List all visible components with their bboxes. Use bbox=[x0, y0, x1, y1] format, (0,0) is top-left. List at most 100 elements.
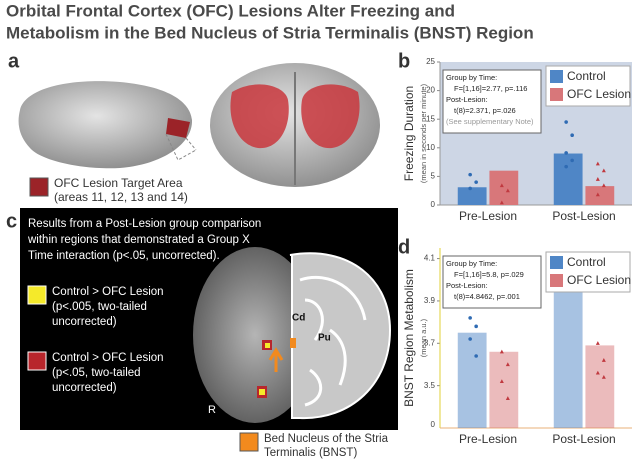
legend-swatch bbox=[550, 274, 563, 287]
bar bbox=[553, 153, 583, 205]
bar bbox=[457, 187, 487, 205]
legend-label: (p<.005, two-tailed bbox=[52, 301, 147, 313]
data-point bbox=[474, 324, 478, 329]
data-point bbox=[505, 188, 510, 193]
annotation-text: t(8)=4.8462, p=.001 bbox=[454, 292, 520, 301]
data-point bbox=[499, 349, 504, 354]
legend-label: Control bbox=[567, 69, 606, 83]
data-point bbox=[564, 164, 568, 169]
legend-label: OFC Lesion Target Area bbox=[54, 176, 183, 190]
panel-label: a bbox=[8, 50, 20, 72]
data-point bbox=[601, 183, 606, 188]
data-point bbox=[564, 151, 568, 155]
y-tick-label: 4.1 bbox=[424, 254, 436, 263]
legend-swatch bbox=[29, 177, 49, 197]
data-point bbox=[468, 172, 472, 177]
panel-label: b bbox=[398, 50, 410, 72]
data-point bbox=[595, 370, 600, 375]
mri-slice bbox=[193, 247, 392, 423]
intro-text: Time interaction (p<.05, uncorrected). bbox=[28, 250, 220, 262]
legend-swatch bbox=[239, 432, 259, 452]
intro-text: Results from a Post-Lesion group compari… bbox=[28, 218, 261, 230]
legend-label: Terminalis (BNST) bbox=[264, 447, 357, 459]
annotation-box bbox=[442, 255, 542, 309]
region-label: Pu bbox=[318, 333, 331, 344]
legend-label: Bed Nucleus of the Stria bbox=[264, 433, 389, 445]
data-point bbox=[595, 341, 600, 345]
data-point bbox=[474, 180, 478, 184]
x-tick-label: Post-Lesion bbox=[552, 432, 615, 446]
data-point bbox=[505, 396, 510, 400]
data-point bbox=[595, 177, 600, 181]
annotation-text: t(8)=2.371, p=.026 bbox=[454, 106, 516, 115]
data-point bbox=[468, 337, 472, 341]
y-tick-label: 25 bbox=[426, 57, 435, 66]
annotation-text: (See supplementary Note) bbox=[446, 117, 534, 126]
bar bbox=[489, 170, 519, 205]
side-label: R bbox=[208, 404, 216, 416]
data-point bbox=[601, 374, 606, 379]
legend-label: Control > OFC Lesion bbox=[52, 286, 164, 298]
axis-break-label: 0 bbox=[431, 420, 436, 429]
legend-label: uncorrected) bbox=[52, 382, 117, 394]
region-label: Cd bbox=[292, 313, 305, 324]
legend-swatch bbox=[550, 70, 563, 83]
data-point bbox=[570, 158, 574, 163]
panel-label: d bbox=[398, 236, 410, 258]
bar bbox=[553, 275, 583, 428]
annotation-text: F=[1,16]=5.8, p=.029 bbox=[454, 270, 524, 279]
y-axis-title: BNST Region Metabolism bbox=[402, 269, 416, 407]
data-point bbox=[595, 192, 600, 197]
data-point bbox=[499, 379, 504, 384]
legend-swatch bbox=[550, 88, 563, 101]
data-point bbox=[595, 161, 600, 166]
bar bbox=[585, 345, 615, 428]
data-point bbox=[505, 362, 510, 367]
legend-label: OFC Lesion bbox=[567, 273, 631, 287]
data-point bbox=[570, 133, 574, 138]
annotation-text: Group by Time: bbox=[446, 73, 497, 82]
y-tick-label: 0 bbox=[431, 200, 436, 209]
data-point bbox=[499, 183, 504, 188]
panel-label: c bbox=[6, 210, 17, 232]
legend-label: uncorrected) bbox=[52, 316, 117, 328]
y-tick-label: 10 bbox=[426, 143, 435, 152]
annotation-box bbox=[442, 69, 542, 134]
x-tick-label: Post-Lesion bbox=[552, 209, 615, 223]
brain-side bbox=[18, 81, 197, 169]
y-axis-subtitle: (mean a.u.) bbox=[419, 318, 428, 357]
bar bbox=[489, 351, 519, 428]
annotation-text: Group by Time: bbox=[446, 259, 497, 268]
y-tick-label: 5 bbox=[431, 172, 436, 181]
legend-label: Control bbox=[567, 255, 606, 269]
legend-swatch bbox=[27, 351, 47, 371]
bar bbox=[457, 332, 487, 428]
x-tick-label: Pre-Lesion bbox=[459, 209, 517, 223]
y-tick-label: 3.9 bbox=[424, 296, 436, 305]
data-point bbox=[601, 168, 606, 173]
legend-label: (p<.05, two-tailed bbox=[52, 367, 141, 379]
annotation-text: Post-Lesion: bbox=[446, 281, 488, 290]
legend-swatch bbox=[27, 285, 47, 305]
intro-text: within regions that demonstrated a Group… bbox=[27, 234, 250, 246]
brain-front bbox=[210, 63, 380, 187]
data-point bbox=[468, 316, 472, 320]
legend-label: Control > OFC Lesion bbox=[52, 352, 164, 364]
x-tick-label: Pre-Lesion bbox=[459, 432, 517, 446]
y-tick-label: 3.5 bbox=[424, 381, 436, 390]
y-axis-subtitle: (mean in seconds per minute) bbox=[419, 83, 428, 183]
y-tick-label: 15 bbox=[426, 114, 435, 123]
y-tick-label: 20 bbox=[426, 86, 435, 95]
data-point bbox=[601, 358, 606, 362]
annotation-text: Post-Lesion: bbox=[446, 95, 488, 104]
y-axis-title: Freezing Duration bbox=[402, 86, 416, 181]
figure-title: Orbital Frontal Cortex (OFC) Lesions Alt… bbox=[6, 1, 455, 20]
annotation-text: F=[1,16]=2.77, p=.116 bbox=[454, 84, 527, 93]
bar bbox=[585, 186, 615, 205]
data-point bbox=[468, 186, 472, 191]
legend-label: OFC Lesion bbox=[567, 87, 631, 101]
data-point bbox=[564, 120, 568, 124]
figure-title: Metabolism in the Bed Nucleus of Stria T… bbox=[6, 23, 534, 42]
data-point bbox=[474, 354, 478, 358]
